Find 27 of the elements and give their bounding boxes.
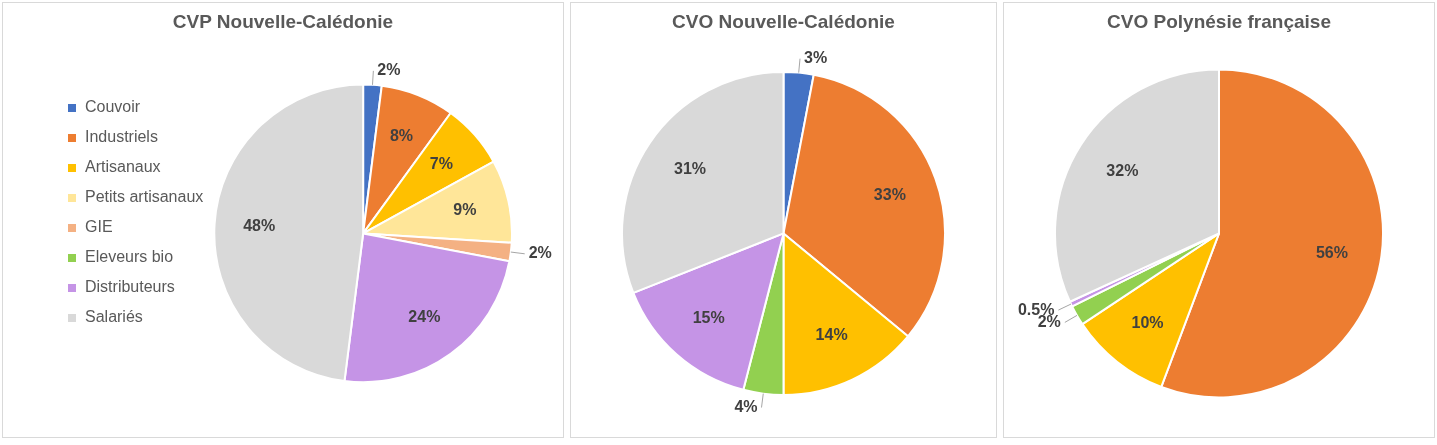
legend-label: Petits artisanaux (85, 188, 204, 206)
data-label: 2% (377, 61, 401, 79)
legend-label: Salariés (85, 308, 143, 326)
data-label: 15% (692, 308, 725, 326)
chart-title: CVO Nouvelle-Calédonie (672, 10, 895, 32)
legend-label: GIE (85, 218, 113, 236)
data-label: 4% (734, 397, 758, 415)
legend-label: Artisanaux (85, 158, 161, 176)
legend-label: Couvoir (85, 98, 141, 116)
data-label: 56% (1315, 244, 1348, 262)
data-label: 2% (528, 244, 552, 262)
data-label: 10% (1131, 313, 1164, 331)
data-label: 33% (873, 185, 906, 203)
legend-label: Industriels (85, 128, 158, 146)
data-label: 9% (453, 201, 477, 219)
data-label: 14% (815, 326, 848, 344)
data-label: 24% (408, 308, 441, 326)
data-label: 8% (389, 126, 414, 144)
chart-title: CVO Polynésie française (1107, 10, 1331, 32)
legend-label: Eleveurs bio (85, 248, 174, 266)
data-label: 3% (804, 49, 828, 67)
data-label: 7% (429, 154, 453, 172)
legend-label: Distributeurs (85, 278, 175, 296)
data-label: 48% (243, 217, 276, 235)
data-label: 32% (1106, 161, 1139, 179)
data-label: 31% (673, 160, 707, 178)
chart-title: CVP Nouvelle-Calédonie (172, 10, 394, 32)
